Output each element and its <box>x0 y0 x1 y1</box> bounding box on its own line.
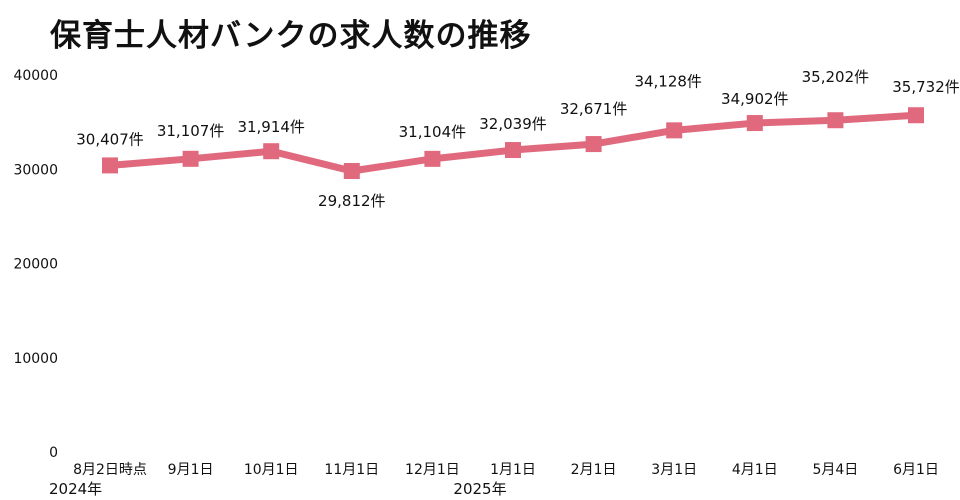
y-tick-label: 20000 <box>13 257 58 273</box>
data-point-marker <box>746 115 763 132</box>
data-label: 34,128件 <box>634 72 702 90</box>
x-tick-label: 1月1日 <box>490 462 536 478</box>
data-point-marker <box>827 112 844 129</box>
data-label: 35,202件 <box>802 68 870 86</box>
data-label: 29,812件 <box>318 192 386 210</box>
data-point-marker <box>182 150 199 167</box>
year-label: 2025年 <box>453 480 506 498</box>
x-tick-label: 9月1日 <box>168 462 214 478</box>
data-label: 34,902件 <box>721 90 789 108</box>
data-label: 32,671件 <box>560 100 628 118</box>
data-label: 35,732件 <box>892 78 960 96</box>
x-tick-label: 11月1日 <box>324 462 379 478</box>
year-label: 2024年 <box>49 480 102 498</box>
data-label: 32,039件 <box>479 115 547 133</box>
data-point-marker <box>666 122 683 139</box>
y-tick-label: 10000 <box>13 351 58 367</box>
data-point-marker <box>585 136 602 153</box>
y-tick-label: 0 <box>49 445 58 461</box>
x-tick-label: 2月1日 <box>571 462 617 478</box>
y-tick-label: 40000 <box>13 68 58 84</box>
x-tick-label: 12月1日 <box>405 462 460 478</box>
x-tick-label: 10月1日 <box>244 462 299 478</box>
x-tick-label: 5月4日 <box>812 462 858 478</box>
data-label: 31,104件 <box>399 123 467 141</box>
data-point-marker <box>908 107 924 124</box>
x-tick-label: 6月1日 <box>893 462 939 478</box>
data-point-marker <box>424 150 441 167</box>
x-tick-label: 8月2日時点 <box>73 462 147 478</box>
x-tick-label: 3月1日 <box>651 462 697 478</box>
y-tick-label: 30000 <box>13 162 58 178</box>
data-label: 31,914件 <box>237 118 305 136</box>
chart-title: 保育士人材バンクの求人数の推移 <box>50 18 532 54</box>
data-label: 31,107件 <box>157 122 225 140</box>
x-tick-label: 4月1日 <box>732 462 778 478</box>
data-point-marker <box>102 157 118 174</box>
data-label: 30,407件 <box>76 130 144 148</box>
data-point-marker <box>263 143 280 160</box>
data-point-marker <box>505 142 521 159</box>
data-point-marker <box>343 163 360 180</box>
